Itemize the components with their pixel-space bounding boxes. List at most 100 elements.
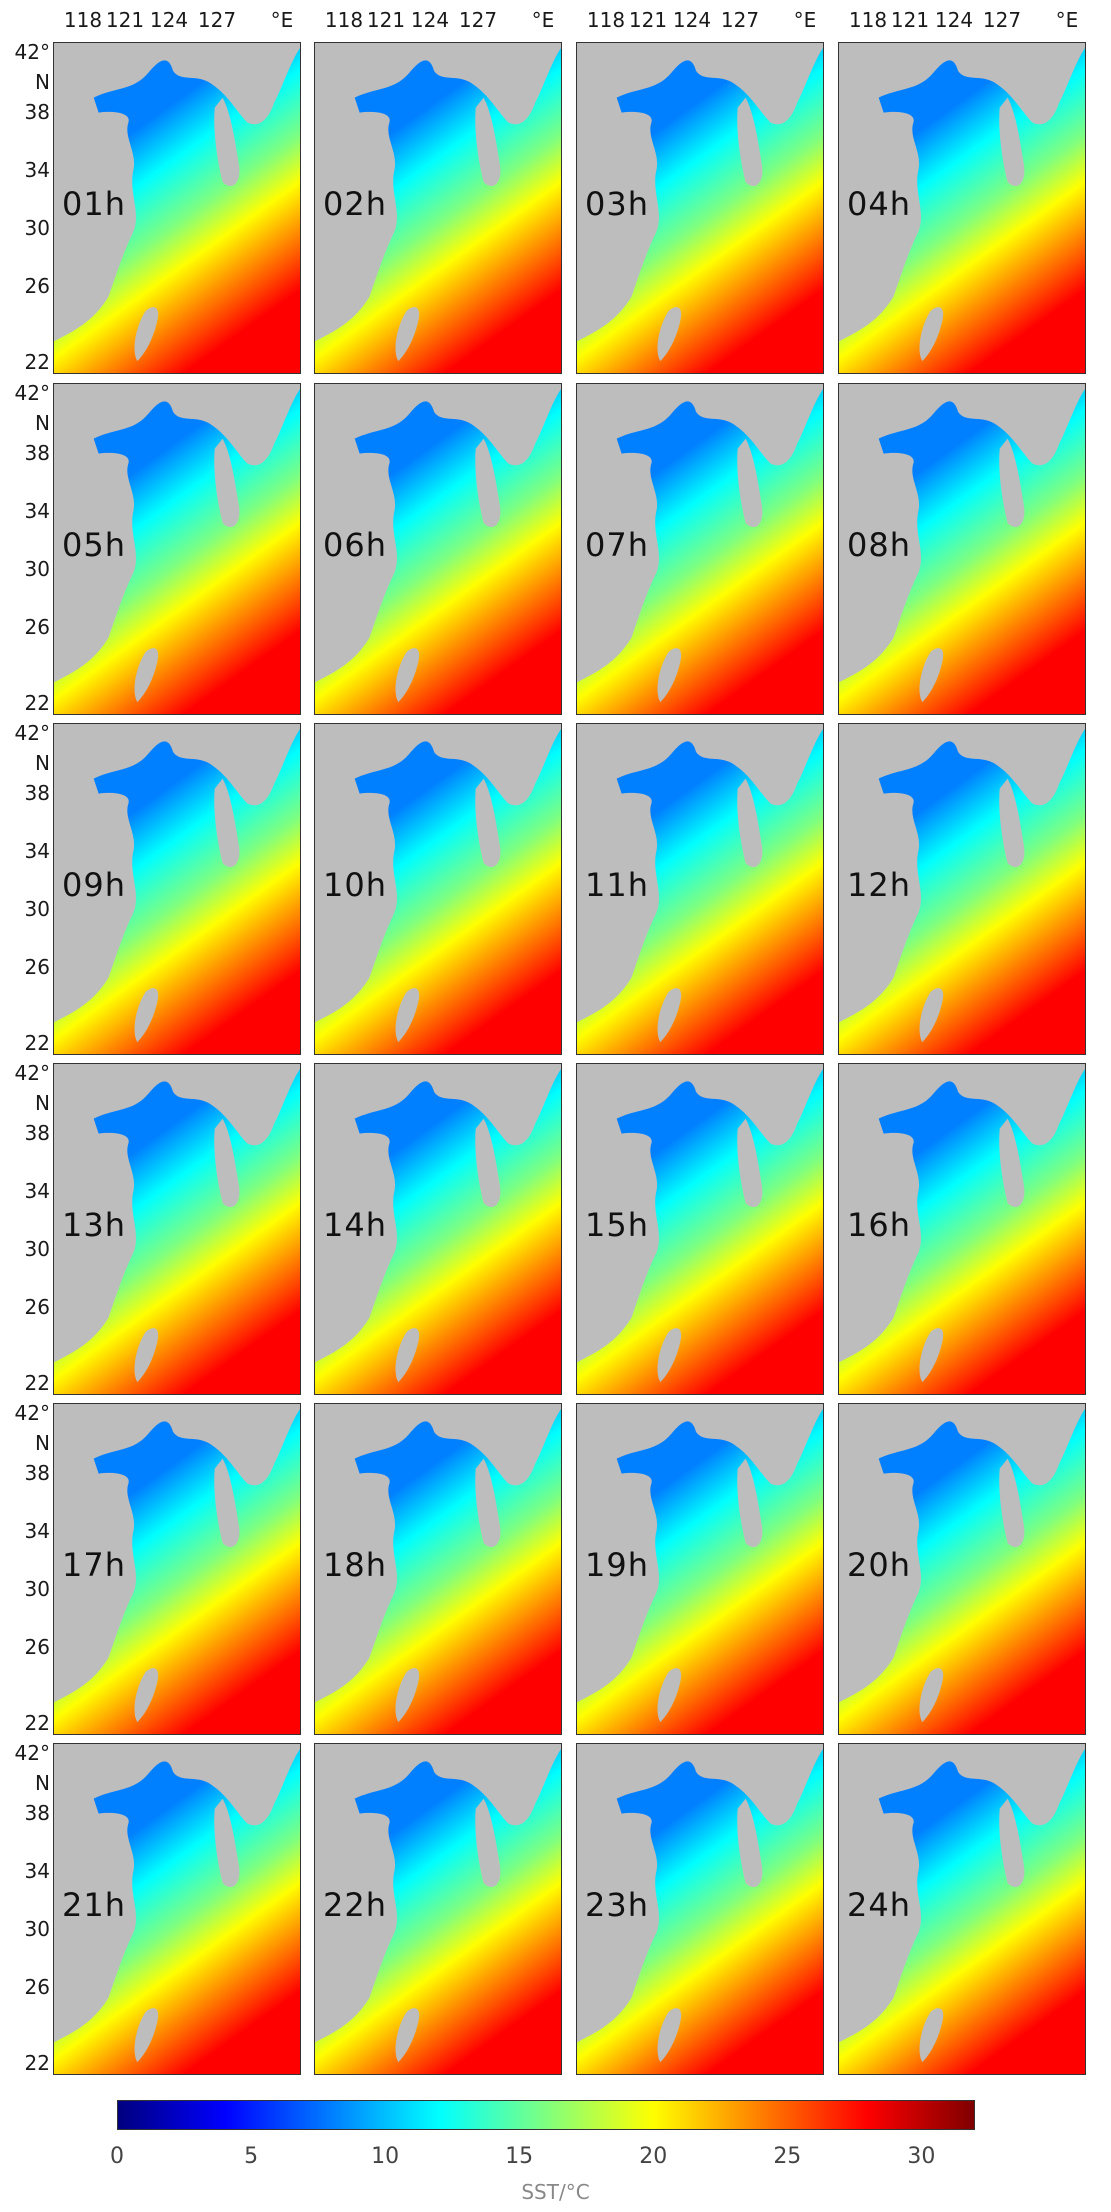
lat-tick-label: 38: [24, 1121, 50, 1145]
lat-tick-label: 34: [24, 158, 50, 182]
korean-peninsula: [475, 778, 501, 868]
sst-panel-19h: 19h: [576, 1403, 824, 1735]
ocean-sst-field: [577, 728, 823, 1054]
korean-peninsula: [214, 1458, 240, 1548]
lat-tick-label: 30: [24, 1577, 50, 1601]
lon-axis-labels: 118 121 124 127 °E: [53, 8, 301, 38]
taiwan-island: [395, 988, 420, 1043]
panel-hour-label: 01h: [62, 185, 126, 223]
ocean-sst-field: [577, 1748, 823, 2074]
sst-map: [839, 384, 1085, 714]
lat-tick-label: 26: [24, 1295, 50, 1319]
sst-panel-11h: 11h: [576, 723, 824, 1055]
korean-peninsula: [214, 438, 240, 528]
sst-panel-22h: 22h: [314, 1743, 562, 2075]
sst-map: [839, 1744, 1085, 2074]
korean-peninsula: [475, 97, 501, 187]
korean-peninsula: [214, 1118, 240, 1208]
korean-peninsula: [999, 1458, 1025, 1548]
sst-map: [315, 1744, 561, 2074]
korean-peninsula: [999, 778, 1025, 868]
panel-hour-label: 03h: [585, 185, 649, 223]
lon-axis-labels: 118 121 124 127 °E: [314, 8, 562, 38]
panel-hour-label: 02h: [323, 185, 387, 223]
taiwan-island: [134, 2008, 159, 2063]
lat-axis-labels: 42° N 38 34 30 26 22: [0, 721, 52, 1055]
taiwan-island: [657, 2008, 682, 2063]
taiwan-island: [657, 1328, 682, 1383]
ocean-sst-field: [577, 1068, 823, 1394]
korean-peninsula: [737, 1798, 763, 1888]
korean-peninsula: [737, 438, 763, 528]
panel-hour-label: 23h: [585, 1886, 649, 1924]
sst-panel-09h: 09h: [53, 723, 301, 1055]
lat-tick-label: 30: [24, 557, 50, 581]
taiwan-island: [919, 988, 944, 1043]
lat-tick-label: 42°: [14, 40, 50, 64]
lat-tick-label: 30: [24, 216, 50, 240]
korean-peninsula: [999, 438, 1025, 528]
lat-tick-label: 38: [24, 1801, 50, 1825]
panel-hour-label: 04h: [847, 185, 911, 223]
lat-tick-label: 34: [24, 1179, 50, 1203]
taiwan-island: [134, 1668, 159, 1723]
colorbar-tick: 0: [110, 2144, 124, 2169]
korean-peninsula: [737, 778, 763, 868]
lon-axis-labels: 118 121 124 127 °E: [838, 8, 1086, 38]
taiwan-island: [657, 1668, 682, 1723]
sst-panel-16h: 16h: [838, 1063, 1086, 1395]
lon-tick-label: 118: [848, 8, 888, 32]
sst-panel-08h: 08h: [838, 383, 1086, 715]
lat-tick-label: N: [35, 411, 50, 435]
lat-tick-label: 34: [24, 499, 50, 523]
lat-axis-labels: 42° N 38 34 30 26 22: [0, 381, 52, 715]
taiwan-island: [657, 648, 682, 703]
sst-panel-23h: 23h: [576, 1743, 824, 2075]
lat-tick-label: 34: [24, 1859, 50, 1883]
lon-tick-label: 127: [720, 8, 760, 32]
sst-map: [577, 1064, 823, 1394]
sst-map: [54, 1064, 300, 1394]
colorbar-tick: 15: [505, 2144, 534, 2169]
panel-hour-label: 06h: [323, 526, 387, 564]
sst-map: [54, 1404, 300, 1734]
sst-map: [839, 724, 1085, 1054]
ocean-sst-field: [54, 1748, 300, 2074]
sst-colorbar: [117, 2100, 975, 2130]
korean-peninsula: [999, 97, 1025, 187]
sst-panel-24h: 24h: [838, 1743, 1086, 2075]
ocean-sst-field: [839, 388, 1085, 714]
sst-panel-02h: 02h: [314, 42, 562, 374]
lon-tick-label: 118: [63, 8, 103, 32]
lat-tick-label: 26: [24, 274, 50, 298]
lon-tick-label: 127: [982, 8, 1022, 32]
taiwan-island: [919, 307, 944, 362]
ocean-sst-field: [54, 728, 300, 1054]
panel-hour-label: 12h: [847, 866, 911, 904]
panel-hour-label: 09h: [62, 866, 126, 904]
sst-map: [577, 43, 823, 373]
korean-peninsula: [999, 1798, 1025, 1888]
ocean-sst-field: [577, 1408, 823, 1734]
korean-peninsula: [475, 1118, 501, 1208]
lon-tick-label: 127: [458, 8, 498, 32]
sst-map: [839, 43, 1085, 373]
lon-tick-label: 124: [934, 8, 974, 32]
sst-panel-13h: 13h: [53, 1063, 301, 1395]
sst-map: [839, 1404, 1085, 1734]
panel-hour-label: 18h: [323, 1546, 387, 1584]
taiwan-island: [395, 648, 420, 703]
sst-panel-18h: 18h: [314, 1403, 562, 1735]
sst-map: [315, 724, 561, 1054]
panel-hour-label: 20h: [847, 1546, 911, 1584]
sst-panel-10h: 10h: [314, 723, 562, 1055]
lat-tick-label: N: [35, 1431, 50, 1455]
colorbar-tick: 30: [907, 2144, 936, 2169]
sst-panel-07h: 07h: [576, 383, 824, 715]
korean-peninsula: [475, 1458, 501, 1548]
sst-map: [315, 1404, 561, 1734]
panel-hour-label: 24h: [847, 1886, 911, 1924]
lat-tick-label: N: [35, 70, 50, 94]
ocean-sst-field: [839, 1408, 1085, 1734]
ocean-sst-field: [54, 1068, 300, 1394]
